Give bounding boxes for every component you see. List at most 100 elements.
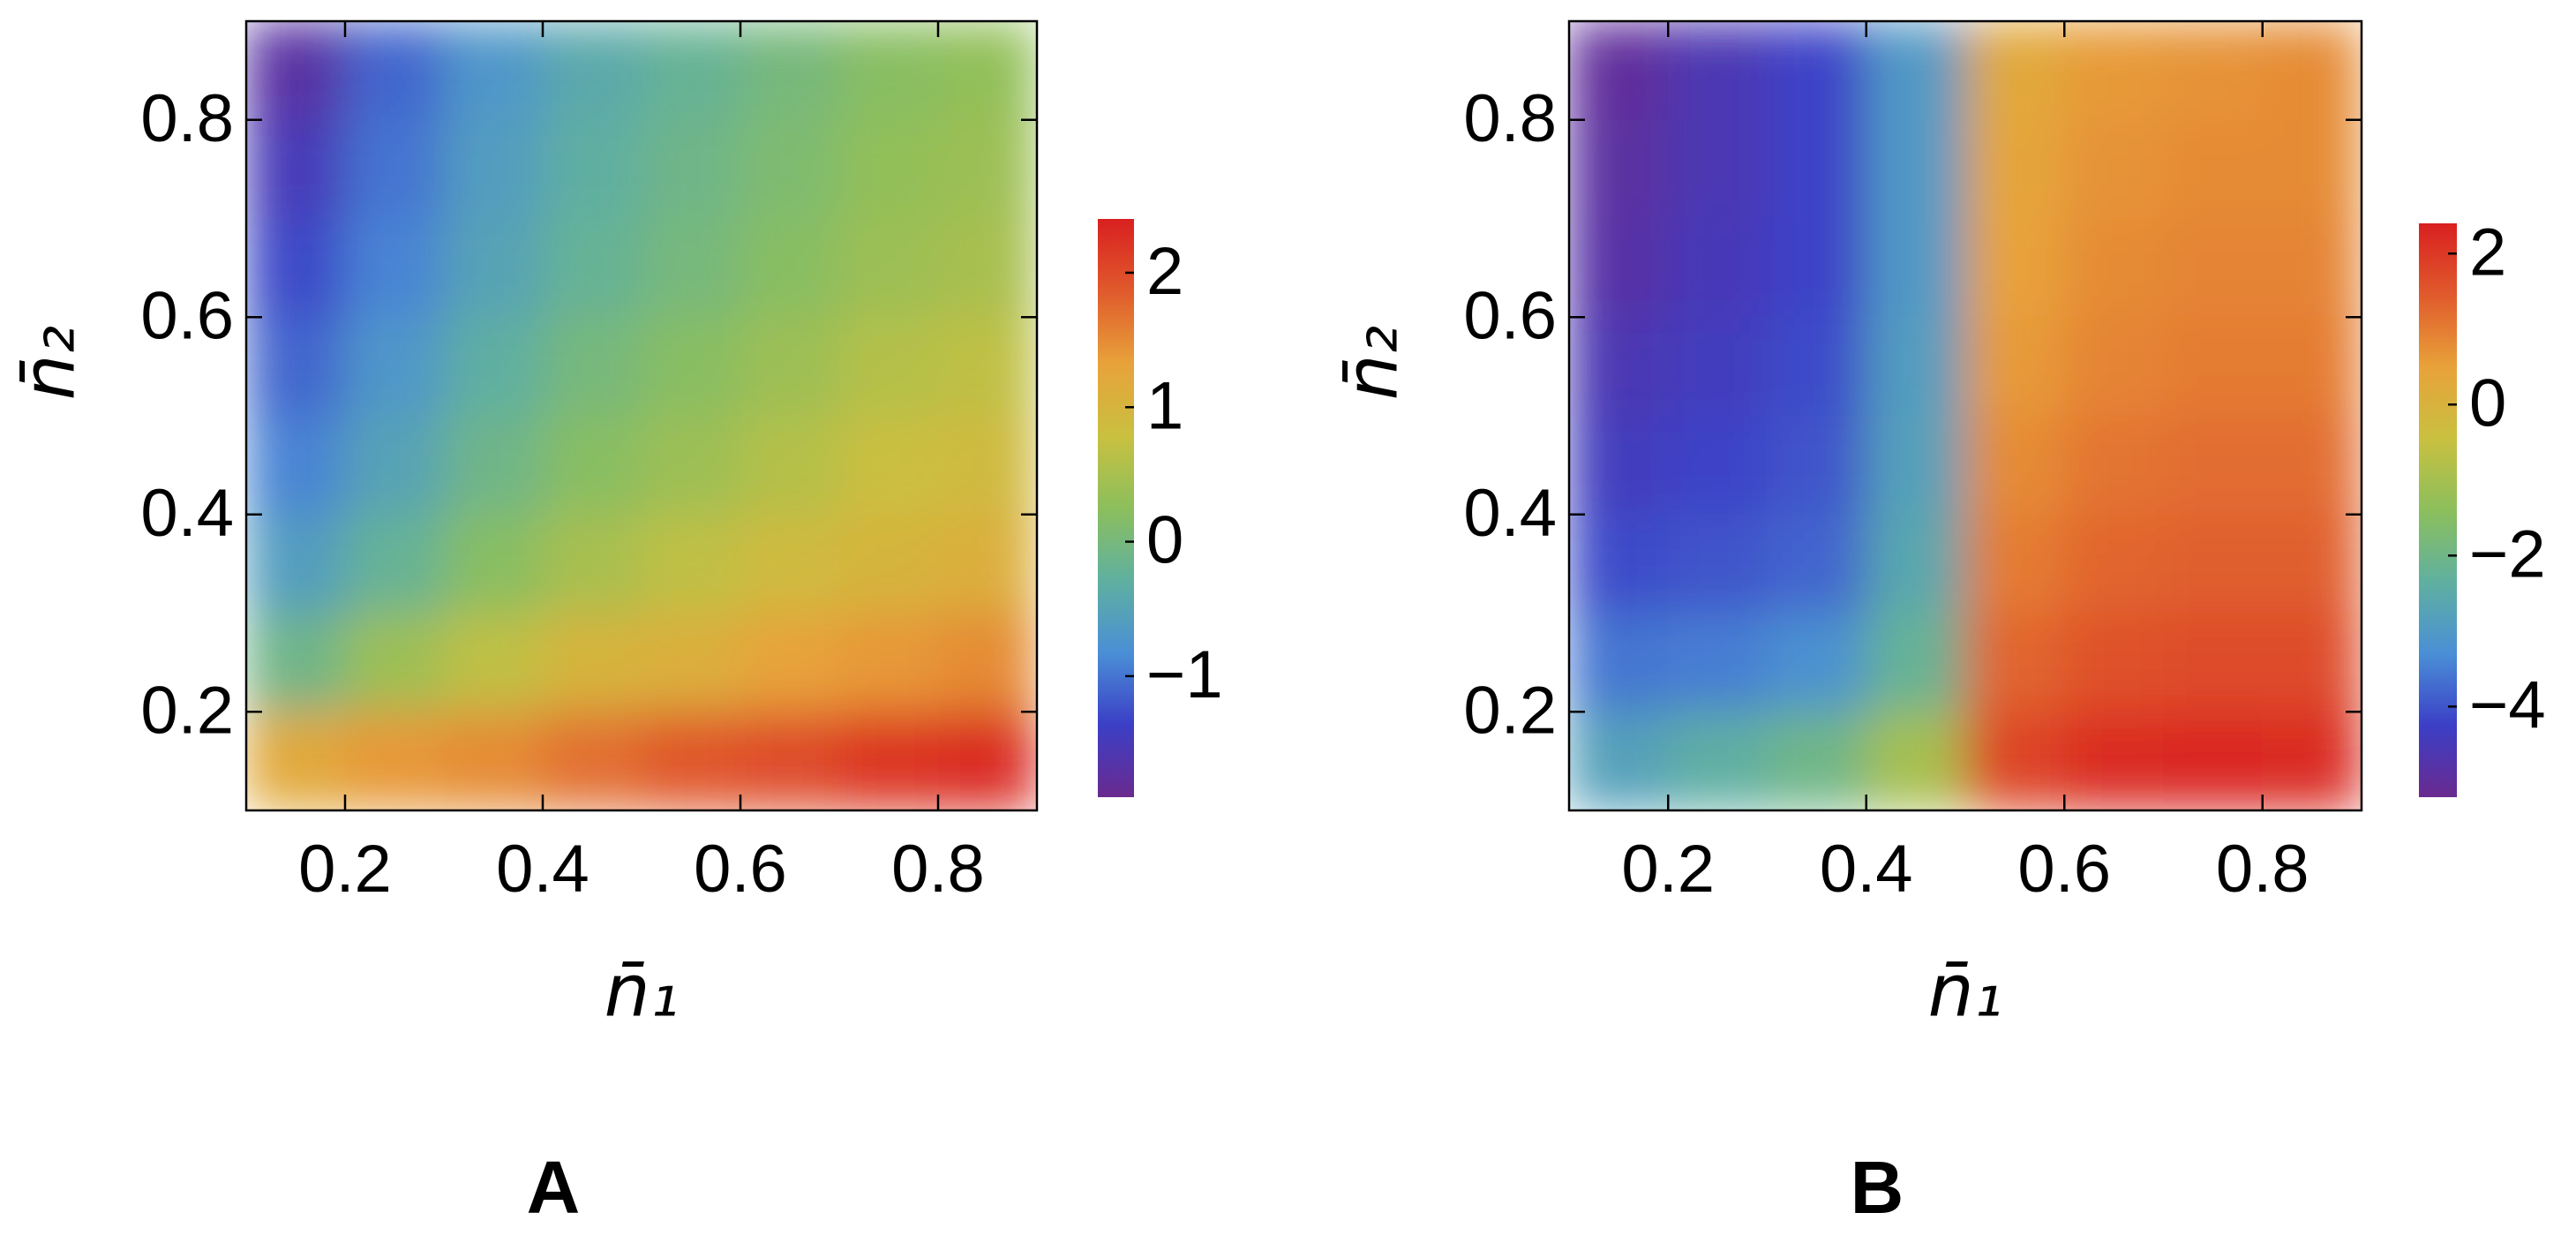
heat-cell (1964, 21, 2065, 121)
colorbar-tick-label: 2 (1146, 234, 1183, 309)
y-axis-label: n̄₂ (7, 326, 91, 401)
x-tick-label: 0.2 (1621, 832, 1715, 907)
heat-cell (937, 316, 1037, 417)
heat-cell (542, 119, 642, 219)
heat-cell (1866, 415, 1966, 516)
heat-cell (2063, 514, 2164, 614)
colorbar (1098, 219, 1134, 797)
colorbar-tick-label: 0 (1146, 503, 1183, 578)
heat-cell (443, 21, 544, 121)
heat-cell (2163, 218, 2264, 318)
heat-cell (2262, 514, 2362, 614)
y-tick-label: 0.8 (140, 81, 234, 156)
heat-cell (937, 711, 1037, 810)
heat-cell (2163, 514, 2264, 614)
heat-cell (1569, 218, 1669, 318)
heat-cell (246, 119, 346, 219)
heat-cell (1964, 613, 2065, 712)
heat-cell (344, 218, 445, 318)
heat-cell (740, 316, 840, 417)
heat-cell (542, 218, 642, 318)
heat-cell (246, 21, 346, 121)
heat-cell (1569, 415, 1669, 516)
heat-cell (2063, 613, 2164, 712)
heat-cell (1667, 21, 1768, 121)
heat-cell (1569, 119, 1669, 219)
heat-cell (1667, 711, 1768, 810)
heat-cell (542, 514, 642, 614)
heat-cell (2262, 119, 2362, 219)
x-tick-label: 0.6 (2017, 832, 2111, 907)
heat-cell (2063, 119, 2164, 219)
heat-cell (2163, 711, 2264, 810)
cells (1569, 21, 2362, 810)
heat-cell (937, 415, 1037, 516)
heat-cell (2063, 218, 2164, 318)
heat-cell (443, 316, 544, 417)
heat-cell (246, 316, 346, 417)
y-tick-label: 0.4 (140, 476, 234, 551)
heat-cell (641, 613, 741, 712)
heat-cell (740, 21, 840, 121)
heat-cell (1667, 415, 1768, 516)
heat-cell (838, 613, 939, 712)
heat-cell (2262, 711, 2362, 810)
heat-cell (740, 119, 840, 219)
heat-cell (443, 613, 544, 712)
heat-cell (1667, 316, 1768, 417)
heat-cell (1866, 316, 1966, 417)
heat-cell (838, 218, 939, 318)
heat-cell (1767, 415, 1867, 516)
heat-cell (344, 21, 445, 121)
heat-cell (1964, 415, 2065, 516)
heat-cell (542, 21, 642, 121)
heat-cell (1667, 119, 1768, 219)
y-axis-label: n̄₂ (1330, 326, 1414, 401)
heat-cell (1964, 218, 2065, 318)
heat-cell (641, 21, 741, 121)
colorbar-tick-label: 0 (2469, 365, 2506, 441)
colorbar-tick-label: −2 (2469, 516, 2546, 591)
heat-cell (1767, 711, 1867, 810)
heat-cell (1767, 119, 1867, 219)
heat-cell (2163, 613, 2264, 712)
heat-cell (2163, 316, 2264, 417)
heat-cell (344, 613, 445, 712)
heat-cell (641, 415, 741, 516)
panel-label: A (527, 1146, 581, 1229)
heat-cell (542, 613, 642, 712)
heat-cell (2063, 21, 2164, 121)
heat-cell (1767, 316, 1867, 417)
colorbar-tick-label: 2 (2469, 215, 2506, 290)
heat-cell (443, 415, 544, 516)
plot-area (1569, 21, 2362, 810)
x-tick-label: 0.4 (496, 832, 590, 907)
heat-cell (2163, 119, 2264, 219)
heat-cell (641, 316, 741, 417)
heat-cell (937, 21, 1037, 121)
heat-cell (1866, 218, 1966, 318)
heat-cell (1767, 514, 1867, 614)
heat-cell (1569, 316, 1669, 417)
heat-cell (1866, 21, 1966, 121)
heat-cell (1569, 613, 1669, 712)
plot-frame (1567, 19, 2363, 812)
heat-cell (2063, 711, 2164, 810)
heat-cell (443, 119, 544, 219)
x-tick-label: 0.2 (298, 832, 392, 907)
plot-area (246, 21, 1037, 810)
heat-cell (246, 613, 346, 712)
heat-cell (740, 613, 840, 712)
colorbar-tick-label: 1 (1146, 368, 1183, 443)
heat-cell (1569, 711, 1669, 810)
heat-cell (838, 21, 939, 121)
heat-cell (2163, 415, 2264, 516)
heat-cell (542, 711, 642, 810)
heat-cell (1866, 613, 1966, 712)
heat-cell (838, 711, 939, 810)
x-axis-label: n̄₁ (605, 949, 680, 1033)
heat-cell (344, 119, 445, 219)
heat-cell (838, 316, 939, 417)
heat-cell (542, 316, 642, 417)
heat-cell (2163, 21, 2264, 121)
